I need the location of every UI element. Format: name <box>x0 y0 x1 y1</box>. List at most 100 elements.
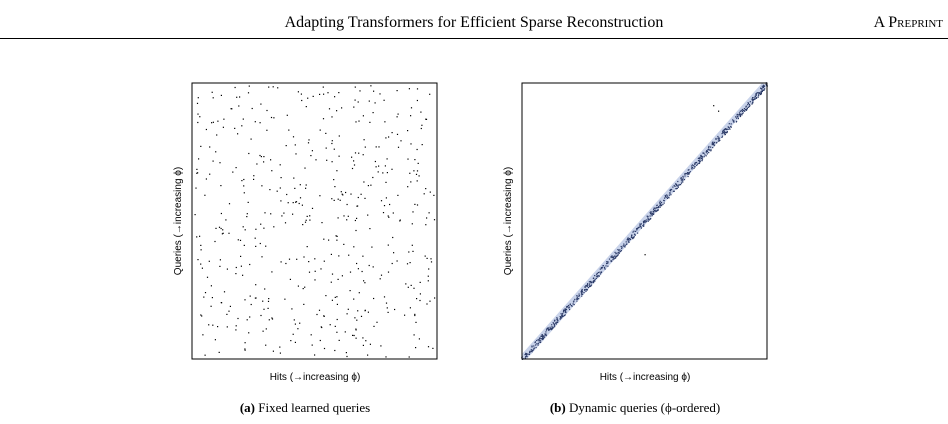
attention-point <box>358 152 360 154</box>
attention-point <box>633 236 635 238</box>
attention-point <box>334 96 336 98</box>
attention-point <box>266 109 268 112</box>
attention-point <box>730 125 732 128</box>
attention-point <box>299 184 301 186</box>
running-title: Adapting Transformers for Efficient Spar… <box>284 14 664 31</box>
attention-point <box>432 347 434 349</box>
attention-point <box>293 319 295 321</box>
attention-point <box>712 147 714 149</box>
attention-point <box>336 110 338 112</box>
attention-point <box>669 189 671 191</box>
attention-point <box>255 245 257 247</box>
attention-point <box>357 196 359 199</box>
attention-point <box>711 142 713 144</box>
attention-point <box>362 255 364 257</box>
attention-point <box>694 162 696 164</box>
attention-point <box>698 162 700 165</box>
attention-point <box>195 187 197 189</box>
attention-point <box>306 215 308 217</box>
attention-point <box>582 293 584 295</box>
attention-point <box>542 337 544 339</box>
attention-point <box>354 152 357 154</box>
attention-point <box>617 249 619 251</box>
attention-point <box>557 320 559 322</box>
attention-point <box>718 139 720 141</box>
attention-point <box>623 243 625 245</box>
attention-point <box>369 343 371 345</box>
attention-point <box>688 169 690 171</box>
attention-point <box>726 131 728 133</box>
attention-point <box>272 86 274 88</box>
attention-point <box>658 206 660 208</box>
attention-point <box>719 139 721 141</box>
attention-point <box>760 88 762 90</box>
attention-point <box>587 283 589 285</box>
attention-point <box>387 311 389 313</box>
attention-point <box>696 161 698 164</box>
attention-point <box>551 326 553 328</box>
attention-point <box>196 168 198 170</box>
attention-point <box>710 146 712 148</box>
attention-point <box>568 304 570 307</box>
attention-point <box>416 99 418 102</box>
attention-point <box>576 297 578 299</box>
attention-point <box>649 211 651 214</box>
attention-point <box>633 233 636 235</box>
running-label: A Preprint <box>873 14 943 31</box>
attention-point <box>280 261 282 263</box>
attention-point <box>220 185 222 187</box>
caption-b-text: Dynamic queries (ϕ-ordered) <box>568 400 721 415</box>
attention-point <box>564 309 566 311</box>
attention-point <box>241 125 243 127</box>
attention-point <box>323 260 325 262</box>
attention-point <box>628 239 630 241</box>
attention-point <box>763 84 765 86</box>
attention-point <box>399 219 401 221</box>
attention-point <box>566 305 569 307</box>
attention-point <box>561 315 563 317</box>
attention-point <box>713 105 715 107</box>
attention-point <box>611 260 613 262</box>
attention-point <box>711 144 713 146</box>
attention-point <box>244 299 246 301</box>
attention-point <box>576 296 578 298</box>
attention-point <box>372 112 374 114</box>
attention-point <box>336 235 338 237</box>
attention-point <box>696 164 698 166</box>
attention-point <box>538 339 541 341</box>
attention-point <box>265 344 267 346</box>
attention-point <box>525 355 527 357</box>
attention-point <box>699 158 701 160</box>
attention-point <box>740 114 742 116</box>
attention-point <box>360 315 363 317</box>
attention-point <box>220 302 222 304</box>
attention-point <box>413 287 415 289</box>
attention-point <box>343 215 345 217</box>
attention-point <box>694 163 696 165</box>
attention-point <box>696 163 699 165</box>
attention-point <box>680 182 683 184</box>
attention-point <box>253 178 255 180</box>
attention-point <box>531 349 533 351</box>
attention-point <box>322 86 324 88</box>
attention-point <box>198 158 200 160</box>
attention-point <box>526 354 528 356</box>
attention-point <box>392 212 394 214</box>
attention-point <box>636 228 638 230</box>
attention-point <box>415 173 418 175</box>
attention-point <box>357 310 359 312</box>
attention-point <box>272 350 274 352</box>
attention-point <box>261 256 263 258</box>
attention-point <box>284 298 286 300</box>
attention-point <box>426 257 428 259</box>
attention-point <box>560 317 562 319</box>
attention-point <box>536 339 538 342</box>
attention-point <box>433 194 435 196</box>
attention-point <box>219 265 221 267</box>
attention-point <box>699 161 701 163</box>
attention-point <box>429 300 431 302</box>
attention-point <box>617 252 619 254</box>
attention-point <box>221 233 223 235</box>
attention-point <box>352 334 354 336</box>
attention-point <box>249 263 251 266</box>
